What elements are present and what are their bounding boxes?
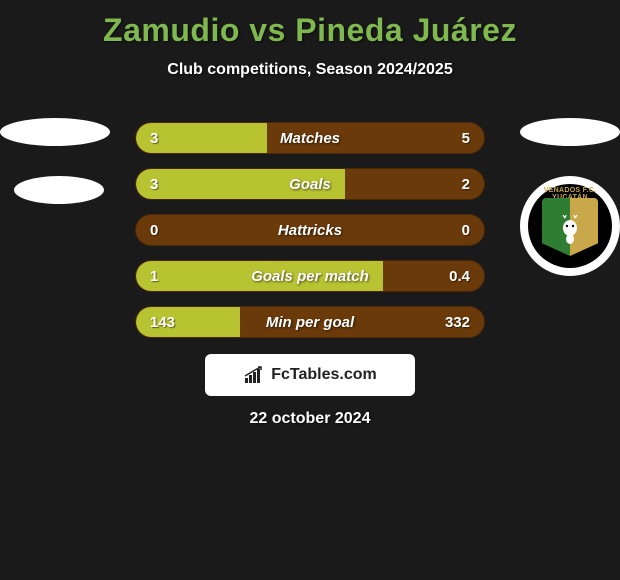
left-player-badge-2 — [14, 176, 104, 204]
chart-icon — [243, 366, 265, 384]
footer-date: 22 october 2024 — [0, 410, 620, 428]
stat-right-value: 5 — [462, 130, 470, 147]
club-logo: VENADOS F.C. YUCATÁN — [520, 176, 620, 276]
left-player-badge-1 — [0, 118, 110, 146]
brand-card[interactable]: FcTables.com — [205, 354, 415, 396]
stat-right-value: 0 — [462, 222, 470, 239]
stat-row: 143Min per goal332 — [135, 306, 485, 338]
stat-right-value: 0.4 — [449, 268, 470, 285]
stat-row: 3Goals2 — [135, 168, 485, 200]
stat-label: Goals per match — [136, 268, 484, 285]
right-player-badge-1 — [520, 118, 620, 146]
stat-row: 3Matches5 — [135, 122, 485, 154]
deer-icon — [557, 215, 583, 245]
stat-label: Hattricks — [136, 222, 484, 239]
stat-row: 1Goals per match0.4 — [135, 260, 485, 292]
page-title: Zamudio vs Pineda Juárez — [0, 0, 620, 49]
left-player-badges — [0, 118, 110, 234]
stat-label: Min per goal — [136, 314, 484, 331]
page-subtitle: Club competitions, Season 2024/2025 — [0, 61, 620, 79]
club-shield — [542, 198, 598, 262]
stats-panel: 3Matches5 3Goals2 0Hattricks0 1Goals per ma… — [135, 122, 485, 352]
brand-text: FcTables.com — [271, 366, 377, 384]
stat-label: Goals — [136, 176, 484, 193]
stat-right-value: 2 — [462, 176, 470, 193]
club-logo-inner: VENADOS F.C. YUCATÁN — [528, 184, 612, 268]
stat-row: 0Hattricks0 — [135, 214, 485, 246]
stat-label: Matches — [136, 130, 484, 147]
right-player-badges: VENADOS F.C. YUCATÁN — [520, 118, 620, 276]
stat-right-value: 332 — [445, 314, 470, 331]
root: Zamudio vs Pineda Juárez Club competitio… — [0, 0, 620, 580]
